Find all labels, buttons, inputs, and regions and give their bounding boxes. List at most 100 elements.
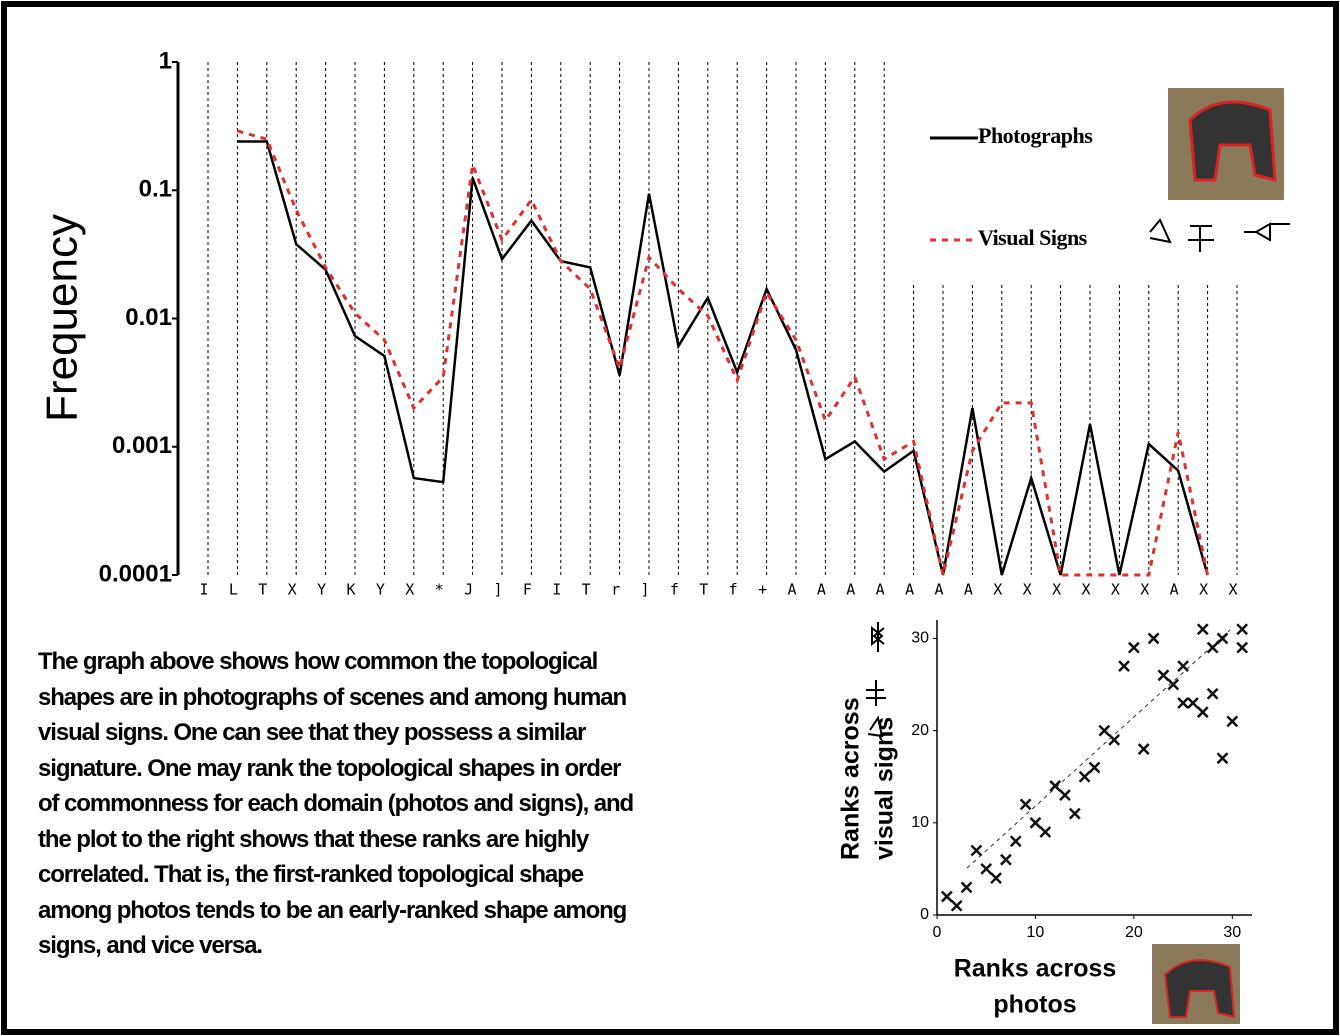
point bbox=[1078, 770, 1091, 783]
y-tick-label: 0.0001 bbox=[99, 560, 172, 587]
x-tick-label: 0 bbox=[933, 924, 942, 941]
point bbox=[1088, 761, 1101, 774]
caption-line: among photos tends to be an early-ranked… bbox=[38, 896, 627, 924]
point bbox=[1177, 660, 1189, 672]
point bbox=[1049, 780, 1062, 792]
y-tick-label: 30 bbox=[911, 630, 929, 647]
point bbox=[1019, 798, 1032, 811]
sign-icons bbox=[866, 622, 886, 738]
x-axis-label: photos bbox=[993, 991, 1076, 1019]
elephant bbox=[1188, 100, 1277, 182]
x-axis-label: Ranks across bbox=[954, 955, 1117, 983]
point bbox=[1147, 632, 1160, 645]
point bbox=[1196, 623, 1209, 636]
point bbox=[960, 881, 973, 894]
caption: The graph above shows how common the top… bbox=[38, 644, 634, 964]
y-tick-label: 1 bbox=[159, 47, 172, 74]
caption-line: of commonness for each domain (photos an… bbox=[38, 790, 634, 817]
x-tick-label: X bbox=[1199, 581, 1208, 599]
point bbox=[1236, 641, 1249, 654]
x-tick-label: X bbox=[993, 581, 1002, 599]
x-tick-label: X bbox=[1228, 581, 1237, 599]
series-line bbox=[237, 140, 1209, 576]
x-tick-label: f bbox=[729, 581, 738, 599]
point bbox=[1196, 706, 1209, 719]
point bbox=[950, 899, 963, 912]
x-tick-label: ] bbox=[640, 581, 649, 599]
point bbox=[1039, 826, 1052, 838]
x-tick-label: X bbox=[288, 581, 297, 599]
y-tick-label: 0.01 bbox=[125, 304, 172, 331]
x-tick-label: X bbox=[1140, 581, 1149, 599]
x-tick-label: 30 bbox=[1223, 924, 1241, 941]
point bbox=[970, 844, 983, 857]
x-tick-label: X bbox=[1052, 581, 1061, 599]
point bbox=[1216, 632, 1229, 645]
x-tick-label: A bbox=[1170, 581, 1179, 599]
y-axis-label: visual signs bbox=[871, 717, 899, 860]
x-tick-label: Y bbox=[376, 581, 385, 599]
x-tick-label: * bbox=[435, 581, 444, 599]
point bbox=[1157, 669, 1170, 682]
x-tick-label: r bbox=[611, 581, 620, 599]
point bbox=[1206, 641, 1219, 654]
sign-icons bbox=[1149, 218, 1290, 252]
point bbox=[1236, 623, 1249, 636]
point bbox=[1000, 853, 1012, 866]
x-tick-label: L bbox=[229, 581, 238, 599]
point bbox=[1098, 724, 1111, 737]
x-tick-label: A bbox=[905, 581, 914, 599]
caption-line: signature. One may rank the topological … bbox=[38, 754, 621, 782]
point bbox=[1108, 733, 1121, 746]
x-tick-label: X bbox=[1111, 581, 1120, 599]
point bbox=[1167, 678, 1180, 691]
trend-line bbox=[966, 629, 1231, 869]
point bbox=[990, 872, 1002, 885]
x-tick-label: ] bbox=[493, 581, 502, 599]
x-tick-label: A bbox=[964, 581, 973, 599]
y-tick-label: 0.001 bbox=[112, 432, 172, 459]
caption-line: shapes are in photographs of scenes and … bbox=[38, 683, 627, 711]
y-tick-label: 20 bbox=[911, 722, 929, 739]
point bbox=[980, 863, 993, 875]
y-tick-label: 0 bbox=[920, 906, 929, 923]
point bbox=[1216, 752, 1229, 765]
caption-line: visual signs. One can see that they poss… bbox=[38, 719, 586, 746]
x-tick-label: A bbox=[876, 581, 885, 599]
x-tick-label: X bbox=[1023, 581, 1032, 599]
x-tick-label: 10 bbox=[1027, 924, 1045, 941]
y-axis-label: Ranks across bbox=[837, 697, 865, 860]
point bbox=[1009, 835, 1022, 848]
x-tick-label: K bbox=[346, 581, 355, 599]
x-tick-label: I bbox=[199, 581, 208, 599]
x-tick-label: F bbox=[523, 581, 532, 599]
caption-line: correlated. That is, the first-ranked to… bbox=[38, 861, 584, 888]
x-tick-label: T bbox=[258, 581, 267, 599]
caption-line: signs, and vice versa. bbox=[38, 932, 263, 959]
x-tick-label: + bbox=[758, 581, 767, 599]
point bbox=[940, 890, 953, 903]
x-tick-label: f bbox=[670, 581, 679, 599]
x-tick-label: A bbox=[846, 581, 855, 599]
elephant bbox=[1163, 959, 1236, 1019]
caption-line: the plot to the right shows that these r… bbox=[38, 825, 589, 853]
point bbox=[1206, 687, 1219, 700]
x-tick-label: Y bbox=[317, 581, 326, 599]
x-tick-label: A bbox=[934, 581, 943, 599]
x-tick-label: T bbox=[582, 581, 591, 599]
point bbox=[1068, 807, 1081, 820]
caption-line: The graph above shows how common the top… bbox=[38, 648, 598, 675]
y-axis-label: Frequency bbox=[38, 214, 87, 422]
legend-label: Visual Signs bbox=[978, 225, 1088, 250]
point bbox=[1177, 697, 1189, 709]
x-tick-label: T bbox=[699, 581, 708, 599]
y-tick-label: 0.1 bbox=[139, 176, 172, 203]
legend-label: Photographs bbox=[978, 123, 1093, 148]
x-tick-label: X bbox=[1081, 581, 1090, 599]
x-tick-label: X bbox=[405, 581, 414, 599]
point bbox=[1226, 715, 1239, 728]
